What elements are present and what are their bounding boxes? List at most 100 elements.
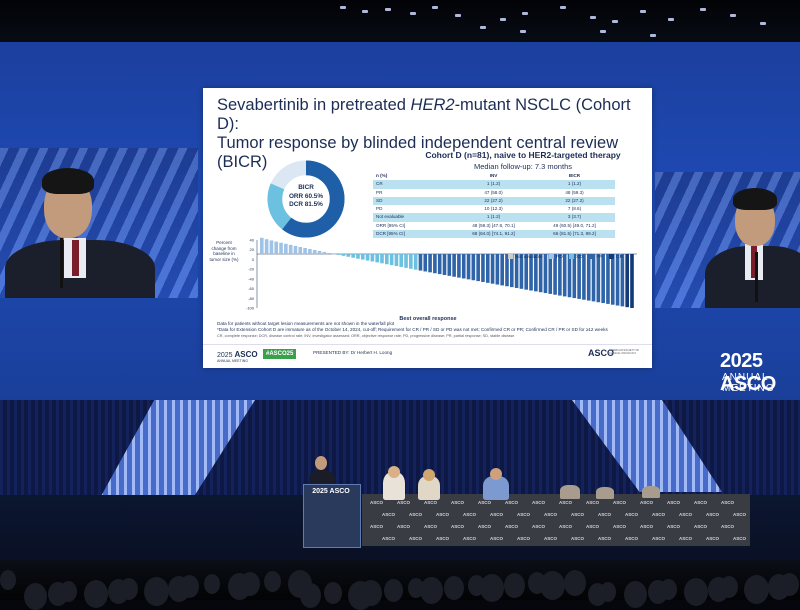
waterfall-bar [466, 254, 471, 280]
cohort-subheading: Median follow-up: 7.3 months [474, 162, 572, 171]
waterfall-bar [308, 248, 312, 254]
table-row: CR 1 (1.2) 1 (1.2) [373, 180, 615, 189]
waterfall-bar [586, 254, 591, 301]
table-cell: CR [376, 181, 383, 187]
ceiling-light [340, 6, 346, 9]
table-logo: ASCO [652, 536, 666, 541]
audience-head [420, 577, 443, 604]
waterfall-bar [505, 254, 509, 287]
waterfall-bar [332, 253, 336, 255]
legend-label: PR [596, 254, 603, 260]
waterfall-bar [293, 245, 298, 254]
table-cell: 47 (58.0) [484, 189, 503, 195]
waterfall-y-ticks: 40 20 0 -20 -40 -60 -80 -100 [246, 238, 255, 311]
table-cell: 10 (12.3) [484, 206, 503, 212]
ceiling-light [730, 14, 736, 17]
waterfall-bars [260, 237, 634, 308]
waterfall-bar [485, 254, 490, 283]
legend-label: Not available [515, 254, 543, 260]
response-table: n (%) INV BICR CR 1 (1.2) 1 (1.2) PR 47 (58… [373, 172, 615, 239]
table-logo: ASCO [478, 500, 492, 505]
audience-head [684, 578, 708, 606]
waterfall-bar [336, 254, 341, 255]
audience-head [264, 571, 281, 592]
table-logo: ASCO [397, 500, 411, 505]
ceiling-light [455, 14, 461, 17]
table-header: BICR [568, 173, 581, 178]
audience-head [540, 571, 565, 600]
waterfall-bar [399, 254, 404, 267]
table-logo: ASCO [517, 512, 531, 517]
table-logo: ASCO [652, 512, 666, 517]
legend-swatch [569, 254, 575, 259]
audience-head [144, 577, 169, 606]
panelist-head [423, 469, 435, 481]
waterfall-bar [538, 254, 543, 293]
waterfall-bar [322, 251, 327, 254]
chair [596, 487, 614, 499]
waterfall-bar [428, 254, 432, 273]
audience-head [504, 573, 525, 598]
table-row: PR 47 (58.0) 48 (59.3) [373, 189, 615, 197]
table-logo: ASCO [721, 500, 735, 505]
waterfall-bar [312, 249, 317, 254]
chair [560, 485, 580, 499]
waterfall-bar [284, 243, 288, 254]
table-logo: ASCO [490, 536, 504, 541]
audience-head [120, 578, 138, 600]
table-logo: ASCO [721, 524, 735, 529]
audience-head [720, 576, 738, 598]
audience-head [84, 580, 108, 608]
waterfall-bar [298, 246, 303, 254]
table-logo: ASCO [409, 536, 423, 541]
waterfall-bar [461, 254, 466, 279]
table-logo: ASCO [451, 524, 465, 529]
panelist [383, 472, 405, 500]
table-cell: 1 (1.2) [486, 181, 501, 187]
ceiling-light [600, 30, 606, 33]
legend-swatch [609, 254, 615, 259]
table-cell: 1 (1.2) [567, 181, 582, 187]
table-logo: ASCO [451, 500, 465, 505]
waterfall-bar [591, 254, 596, 302]
waterfall-bar [442, 254, 447, 275]
table-logo: ASCO [409, 512, 423, 517]
camera-feed-left [0, 148, 198, 298]
ceiling-light [520, 30, 526, 33]
waterfall-bar [409, 254, 413, 269]
table-logo: ASCO [694, 500, 708, 505]
slide-title: Sevabertinib in pretreated HER2-mutant N… [217, 96, 637, 172]
donut-dcr-label: DCR 81.5% [289, 201, 323, 208]
waterfall-tick-label: 0 [252, 257, 255, 262]
waterfall-bar [514, 254, 519, 288]
table-logo: ASCO [667, 500, 681, 505]
camera-feed-right [655, 172, 800, 308]
waterfall-bar [260, 237, 264, 254]
donut-label-title: BICR [298, 184, 314, 191]
waterfall-bar [413, 254, 418, 270]
table-logo: ASCO [505, 500, 519, 505]
table-logo: ASCO [640, 524, 654, 529]
waterfall-bar [630, 254, 634, 308]
panel-table-logos: ASCO ASCO ASCO ASCO ASCO ASCO ASCO ASCO ASCO ASCO… [362, 494, 750, 546]
panel-table [362, 494, 750, 546]
waterfall-bar [471, 254, 476, 281]
table-header: INV [489, 173, 498, 178]
waterfall-y-label: Percent change from baseline in tumor si… [209, 240, 239, 262]
ceiling-light [668, 18, 674, 21]
ceiling-light [432, 6, 438, 9]
waterfall-bar [572, 254, 577, 299]
table-cell: Not evaluable [376, 214, 405, 220]
waterfall-bar [529, 254, 533, 291]
waterfall-bar [404, 254, 408, 268]
audience-head [360, 580, 382, 606]
donut-orr-arc [267, 160, 345, 238]
audience-head [624, 581, 647, 608]
title-text: Sevabertinib in pretreated [217, 96, 411, 114]
waterfall-tick-label: 20 [250, 247, 255, 252]
table-cell: ORR [95% CI] [376, 222, 406, 228]
table-cell: 22 (27.2) [484, 197, 503, 203]
table-logo: ASCO [706, 536, 720, 541]
ceiling-light [500, 18, 506, 21]
table-cell: 1 (1.2) [486, 214, 501, 220]
